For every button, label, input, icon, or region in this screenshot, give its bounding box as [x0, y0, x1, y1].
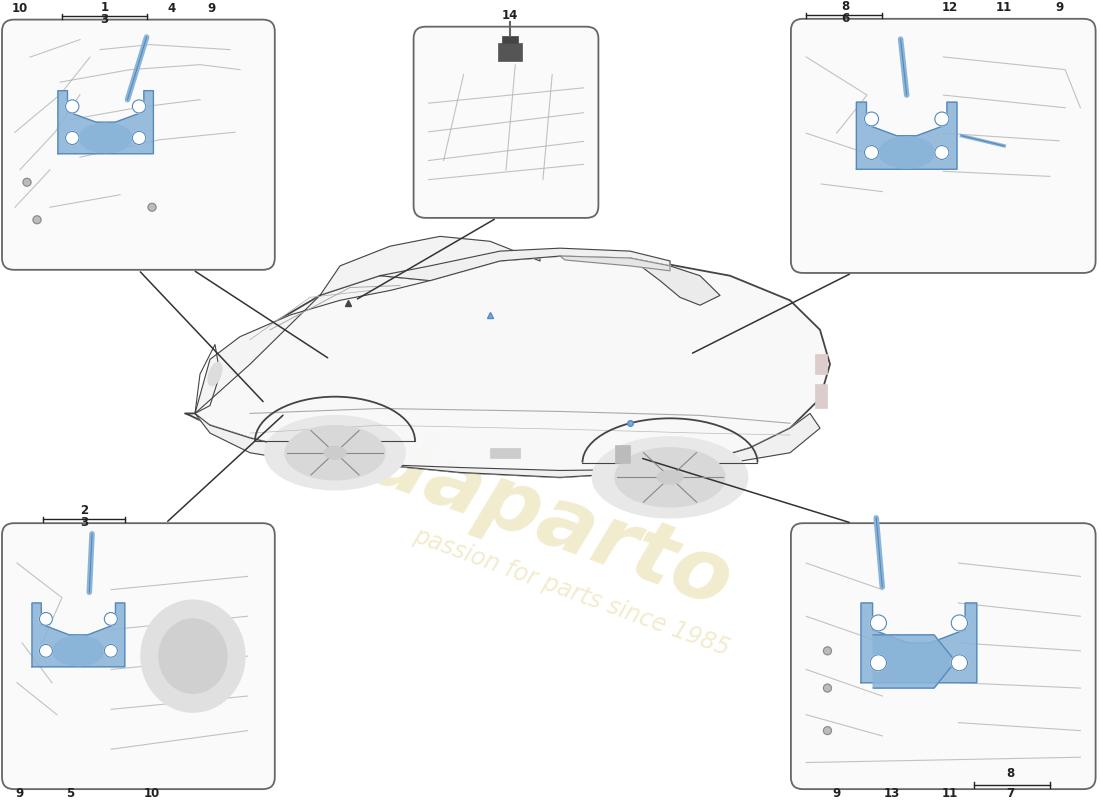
Circle shape [132, 131, 146, 145]
Text: 5: 5 [66, 787, 75, 800]
Ellipse shape [879, 137, 934, 168]
Circle shape [870, 615, 887, 631]
Text: 6: 6 [842, 12, 850, 25]
Text: 9: 9 [1055, 1, 1064, 14]
Polygon shape [560, 256, 670, 270]
Text: passion for parts since 1985: passion for parts since 1985 [410, 524, 734, 661]
Text: 9: 9 [833, 787, 840, 800]
Text: 3: 3 [80, 516, 88, 529]
Polygon shape [630, 258, 720, 306]
Text: daparto: daparto [356, 418, 744, 626]
Text: 10: 10 [144, 787, 161, 800]
Text: 9: 9 [15, 787, 24, 800]
Circle shape [952, 615, 968, 631]
Circle shape [935, 112, 949, 126]
Bar [615, 445, 630, 462]
Polygon shape [58, 90, 153, 154]
Polygon shape [195, 414, 820, 478]
Text: 8: 8 [1006, 767, 1014, 780]
Ellipse shape [285, 426, 385, 480]
Text: 10: 10 [12, 2, 29, 14]
Polygon shape [195, 276, 430, 414]
Circle shape [40, 645, 53, 658]
Polygon shape [320, 236, 540, 295]
Text: 11: 11 [997, 1, 1012, 14]
Bar [815, 384, 827, 409]
FancyBboxPatch shape [2, 19, 275, 270]
Text: 3: 3 [100, 13, 109, 26]
Ellipse shape [593, 437, 748, 518]
Ellipse shape [53, 636, 103, 666]
Ellipse shape [265, 416, 405, 490]
Circle shape [824, 726, 832, 734]
Bar [497, 43, 521, 61]
Text: 9: 9 [208, 2, 216, 14]
Polygon shape [861, 603, 977, 682]
Circle shape [865, 112, 879, 126]
Circle shape [865, 146, 879, 159]
Text: 1: 1 [100, 1, 109, 14]
Polygon shape [379, 248, 670, 281]
Circle shape [104, 645, 118, 658]
Text: 7: 7 [1006, 787, 1014, 800]
Text: 13: 13 [883, 787, 900, 800]
Text: 14: 14 [502, 9, 518, 22]
Ellipse shape [615, 448, 725, 507]
FancyBboxPatch shape [2, 523, 275, 789]
FancyBboxPatch shape [791, 19, 1096, 273]
Polygon shape [32, 603, 124, 666]
Polygon shape [857, 102, 957, 170]
Bar [490, 448, 520, 458]
Circle shape [104, 613, 118, 626]
Circle shape [824, 647, 832, 654]
Circle shape [40, 613, 53, 626]
Circle shape [148, 203, 156, 211]
FancyBboxPatch shape [414, 26, 598, 218]
Text: 2: 2 [80, 504, 88, 518]
Ellipse shape [324, 446, 346, 459]
Circle shape [952, 655, 968, 670]
Circle shape [33, 216, 41, 224]
Ellipse shape [887, 644, 950, 682]
Ellipse shape [158, 619, 227, 694]
Polygon shape [873, 635, 956, 688]
Text: 8: 8 [842, 0, 850, 13]
Text: 4: 4 [168, 2, 176, 14]
Polygon shape [185, 256, 830, 478]
Ellipse shape [657, 470, 683, 484]
Ellipse shape [208, 362, 222, 386]
Circle shape [132, 100, 146, 113]
Circle shape [870, 655, 887, 670]
FancyBboxPatch shape [791, 523, 1096, 789]
Bar [502, 35, 518, 43]
Ellipse shape [141, 600, 245, 712]
Circle shape [935, 146, 949, 159]
Circle shape [23, 178, 31, 186]
Ellipse shape [79, 123, 132, 153]
Bar [815, 354, 827, 374]
Text: 12: 12 [942, 1, 957, 14]
Circle shape [824, 684, 832, 692]
Circle shape [66, 100, 79, 113]
Text: 11: 11 [942, 787, 957, 800]
Circle shape [66, 131, 79, 145]
